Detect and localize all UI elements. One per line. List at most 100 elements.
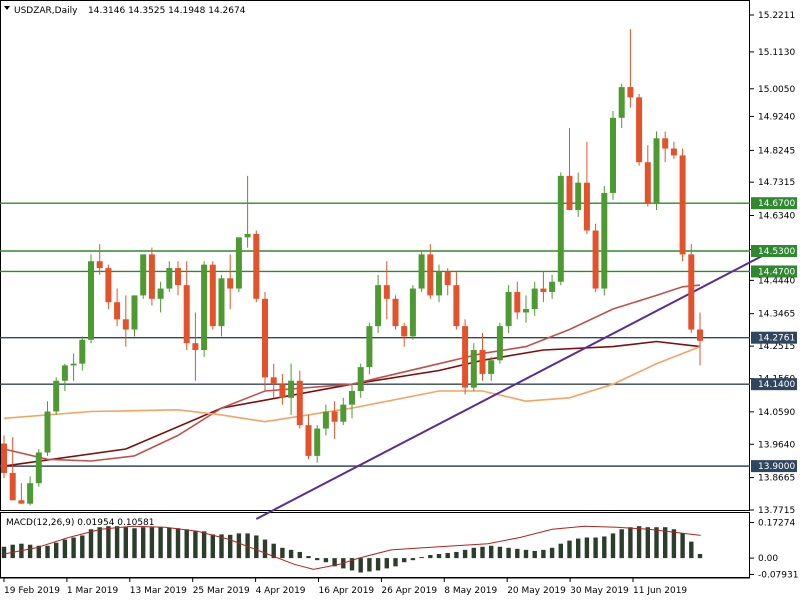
price-tick-label: 14.8245 bbox=[758, 146, 795, 156]
level-label: 14.6700 bbox=[758, 199, 795, 209]
candle-body bbox=[357, 367, 364, 391]
candle-body bbox=[61, 365, 68, 381]
candle-body bbox=[296, 380, 303, 426]
candle-body bbox=[644, 162, 651, 204]
macd-bar bbox=[27, 544, 33, 559]
candle-body bbox=[583, 182, 590, 231]
candle-body bbox=[166, 268, 173, 289]
macd-histogram bbox=[1, 525, 703, 573]
macd-bar bbox=[593, 537, 598, 559]
level-label: 13.9000 bbox=[758, 462, 795, 472]
moving-average-line[interactable] bbox=[3, 345, 701, 423]
macd-bar bbox=[228, 534, 233, 559]
candle-body bbox=[618, 87, 625, 118]
moving-averages bbox=[3, 246, 779, 520]
macd-bar bbox=[680, 533, 685, 559]
candle-body bbox=[157, 288, 164, 299]
candle-body bbox=[270, 377, 277, 385]
price-tick-label: 13.7715 bbox=[758, 506, 795, 516]
moving-average-line[interactable] bbox=[3, 284, 701, 462]
candle-body bbox=[175, 268, 181, 286]
candle-body bbox=[70, 363, 77, 366]
candle-body bbox=[566, 175, 573, 211]
candle-body bbox=[523, 309, 529, 313]
candle-body bbox=[383, 285, 390, 299]
time-tick-label: 20 May 2019 bbox=[507, 586, 566, 596]
macd-bar bbox=[280, 547, 285, 559]
price-tick-label: 14.0590 bbox=[758, 408, 795, 418]
macd-bar bbox=[532, 550, 537, 559]
macd-bar bbox=[402, 558, 407, 563]
macd-bar bbox=[393, 558, 398, 567]
candle-body bbox=[88, 261, 94, 340]
macd-tick-label: 0.00 bbox=[758, 554, 778, 564]
macd-bar bbox=[271, 543, 276, 559]
macd-bar bbox=[610, 533, 616, 559]
candle-body bbox=[688, 254, 695, 330]
macd-bar bbox=[254, 535, 259, 559]
macd-bar bbox=[663, 527, 668, 559]
candle-body bbox=[122, 319, 129, 330]
macd-bar bbox=[262, 539, 268, 559]
candle-body bbox=[305, 425, 312, 456]
macd-bar bbox=[175, 528, 181, 559]
macd-bar bbox=[584, 537, 590, 559]
candle-body bbox=[192, 343, 199, 351]
candle-body bbox=[531, 288, 538, 310]
candle-body bbox=[79, 339, 86, 364]
price-tick-label: 14.3465 bbox=[758, 310, 795, 320]
macd-bar bbox=[106, 526, 111, 559]
ohlc-readout: 14.3146 14.3525 14.1948 14.2674 bbox=[88, 6, 246, 16]
macd-title: MACD(12,26,9) 0.01954 0.10581 bbox=[6, 518, 155, 528]
candle-body bbox=[444, 271, 451, 286]
candle-body bbox=[114, 302, 121, 320]
candle-body bbox=[392, 298, 399, 327]
macd-bar bbox=[297, 551, 302, 559]
candle-body bbox=[505, 291, 512, 327]
macd-bar bbox=[210, 534, 215, 559]
time-tick-label: 26 Apr 2019 bbox=[381, 586, 437, 596]
macd-bar bbox=[315, 558, 320, 561]
candle-body bbox=[140, 254, 147, 296]
candle-body bbox=[9, 472, 16, 501]
candle-body bbox=[488, 360, 495, 374]
level-label: 14.4700 bbox=[758, 267, 795, 277]
candle-body bbox=[679, 155, 686, 255]
time-tick-label: 4 Apr 2019 bbox=[256, 586, 306, 596]
macd-signal-line[interactable] bbox=[3, 525, 701, 570]
macd-bar bbox=[236, 533, 242, 559]
macd-bar bbox=[323, 558, 329, 563]
time-tick-label: 19 Feb 2019 bbox=[4, 586, 60, 596]
level-label: 14.1400 bbox=[758, 380, 795, 390]
candle-body bbox=[375, 285, 382, 327]
price-axis: 15.2211 15.1130 15.0050 14.9240 14.8245 14.73… bbox=[750, 11, 795, 516]
candle-body bbox=[279, 384, 286, 398]
moving-average-line[interactable] bbox=[3, 340, 701, 467]
candle-body bbox=[262, 298, 268, 378]
price-tick-label: 15.1130 bbox=[758, 48, 795, 58]
candle-body bbox=[1, 443, 7, 473]
candle-body bbox=[479, 350, 486, 374]
price-tick-label: 13.9640 bbox=[758, 440, 795, 450]
macd-bar bbox=[132, 528, 137, 559]
candle-body bbox=[436, 271, 442, 296]
candle-body bbox=[592, 230, 599, 289]
macd-bar bbox=[636, 526, 642, 559]
candle-body bbox=[610, 117, 616, 193]
macd-bar bbox=[428, 555, 433, 559]
macd-bar bbox=[123, 527, 128, 559]
macd-tick-label: 0.17274 bbox=[758, 519, 795, 529]
level-labels: 14.6700 14.5300 14.4700 14.2761 14.1400 13.90… bbox=[751, 197, 797, 473]
candle-body bbox=[201, 264, 208, 351]
candle-body bbox=[35, 452, 42, 484]
candle-body bbox=[148, 254, 155, 299]
macd-bar bbox=[1, 546, 7, 559]
candle-body bbox=[183, 285, 190, 344]
macd-bar bbox=[628, 527, 633, 559]
dropdown-triangle-icon[interactable] bbox=[4, 6, 10, 10]
candle-body bbox=[227, 278, 234, 289]
macd-bar bbox=[97, 527, 102, 559]
candle-body bbox=[253, 233, 260, 299]
macd-bar bbox=[654, 527, 659, 559]
